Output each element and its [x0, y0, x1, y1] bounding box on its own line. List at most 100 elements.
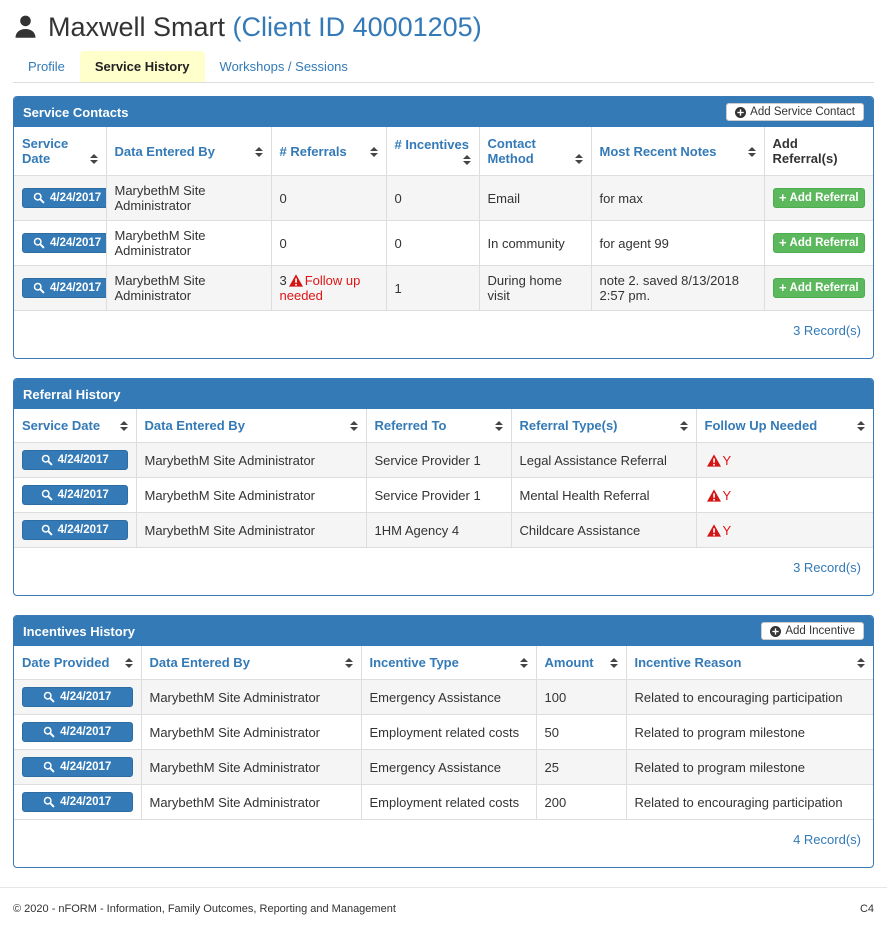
- panel-title: Service Contacts: [23, 104, 129, 120]
- date-cell: 4/24/2017: [14, 477, 137, 513]
- follow-up-cell: Y: [695, 442, 873, 478]
- version-label: C4: [859, 903, 874, 915]
- column-header-incentive-reason[interactable]: Incentive Reason: [625, 646, 873, 680]
- referrals-cell: 0: [270, 220, 387, 266]
- header-row: Service Date Data Entered By # Referrals # …: [14, 127, 873, 176]
- column-header-service-date[interactable]: Service Date: [14, 409, 137, 443]
- warning-icon: [706, 453, 721, 467]
- table-row: 4/24/2017 MarybethM Site Administrator Emp…: [14, 784, 873, 820]
- add-add-incentive-button[interactable]: Add Incentive: [761, 622, 864, 640]
- sort-icon: [857, 658, 865, 668]
- column-header-service-date[interactable]: Service Date: [14, 127, 107, 176]
- column-header-most-recent-notes[interactable]: Most Recent Notes: [590, 127, 765, 176]
- view-record-button[interactable]: 4/24/2017: [22, 278, 105, 298]
- cell-incentives: 0: [385, 175, 480, 221]
- cell-incentive-reason: Related to program milestone: [625, 714, 873, 750]
- cell-incentive-type: Employment related costs: [360, 784, 537, 820]
- tab-bar: Profile Service History Workshops / Sessio…: [13, 51, 874, 83]
- view-record-button[interactable]: 4/24/2017: [22, 520, 128, 540]
- tab-profile[interactable]: Profile: [28, 59, 65, 74]
- add-referral-button[interactable]: + Add Referral: [772, 188, 865, 208]
- search-icon: [33, 192, 45, 204]
- cell-referral-type-s: Mental Health Referral: [510, 477, 697, 513]
- sort-icon: [574, 154, 583, 164]
- plus-circle-icon: [770, 625, 782, 637]
- follow-up-flag: Y: [722, 452, 732, 468]
- tab-workshops-sessions[interactable]: Workshops / Sessions: [219, 59, 348, 74]
- warning-icon: [288, 274, 303, 287]
- column-header-amount[interactable]: Amount: [535, 646, 627, 680]
- search-icon: [43, 761, 55, 773]
- cell-data-entered-by: MarybethM Site Administrator: [135, 477, 367, 513]
- cell-data-entered-by: MarybethM Site Administrator: [140, 784, 362, 820]
- view-record-button[interactable]: 4/24/2017: [22, 722, 133, 742]
- search-icon: [43, 726, 55, 738]
- panel-title: Referral History: [23, 386, 121, 402]
- date-cell: 4/24/2017: [14, 784, 142, 820]
- sort-icon: [124, 658, 133, 668]
- view-record-button[interactable]: 4/24/2017: [22, 757, 133, 777]
- view-record-button[interactable]: 4/24/2017: [22, 450, 128, 470]
- add-referral-cell: + Add Referral: [763, 175, 873, 221]
- search-icon: [43, 796, 55, 808]
- column-header-data-entered-by[interactable]: Data Entered By: [140, 646, 362, 680]
- panel-heading: Referral History: [14, 379, 873, 409]
- follow-up-text: Follow up needed: [279, 273, 361, 303]
- column-header-data-entered-by[interactable]: Data Entered By: [135, 409, 367, 443]
- view-record-button[interactable]: 4/24/2017: [22, 188, 105, 208]
- column-header-contact-method[interactable]: Contact Method: [478, 127, 592, 176]
- cell-data-entered-by: MarybethM Site Administrator: [140, 714, 362, 750]
- column-header-referred-to[interactable]: Referred To: [365, 409, 512, 443]
- follow-up-cell: Y: [695, 477, 873, 513]
- sort-icon: [494, 421, 503, 431]
- column-header-data-entered-by[interactable]: Data Entered By: [105, 127, 272, 176]
- page-title: Maxwell Smart (Client ID 40001205): [48, 12, 482, 43]
- search-icon: [43, 691, 55, 703]
- add-referral-button[interactable]: + Add Referral: [772, 233, 865, 253]
- column-header-incentives[interactable]: # Incentives: [385, 127, 480, 176]
- warning-icon: [706, 523, 721, 537]
- cell-incentive-reason: Related to program milestone: [625, 749, 873, 785]
- sort-icon: [519, 658, 528, 668]
- search-icon: [41, 454, 53, 466]
- column-header-incentive-type[interactable]: Incentive Type: [360, 646, 537, 680]
- panel-heading: Service Contacts Add Service Contact: [14, 97, 873, 127]
- column-header-referrals[interactable]: # Referrals: [270, 127, 387, 176]
- table-row: 4/24/2017 MarybethM Site Administrator 1HM…: [14, 512, 873, 548]
- table-row: 4/24/2017 MarybethM Site Administrator Ser…: [14, 442, 873, 478]
- view-record-button[interactable]: 4/24/2017: [22, 792, 133, 812]
- sort-icon: [747, 146, 756, 157]
- date-cell: 4/24/2017: [14, 442, 137, 478]
- cell-incentive-type: Emergency Assistance: [360, 679, 537, 715]
- column-header-follow-up-needed[interactable]: Follow Up Needed: [695, 409, 873, 443]
- referral-history-table: Service Date Data Entered By Referred To Re…: [14, 409, 873, 548]
- column-header-referral-type-s[interactable]: Referral Type(s): [510, 409, 697, 443]
- tab-service-history[interactable]: Service History: [79, 51, 205, 82]
- service-contacts-table: Service Date Data Entered By # Referrals # …: [14, 127, 873, 311]
- cell-amount: 100: [535, 679, 627, 715]
- column-header-add-referral-s: Add Referral(s): [763, 127, 873, 176]
- sort-icon: [462, 155, 471, 165]
- view-record-button[interactable]: 4/24/2017: [22, 233, 105, 253]
- add-referral-button[interactable]: + Add Referral: [772, 278, 865, 298]
- cell-data-entered-by: MarybethM Site Administrator: [105, 265, 272, 311]
- client-header: Maxwell Smart (Client ID 40001205): [13, 12, 874, 43]
- cell-referred-to: Service Provider 1: [365, 442, 512, 478]
- cell-data-entered-by: MarybethM Site Administrator: [105, 220, 272, 266]
- cell-incentives: 0: [385, 220, 480, 266]
- column-header-date-provided[interactable]: Date Provided: [14, 646, 142, 680]
- record-count: 3 Record(s): [793, 560, 861, 575]
- cell-referred-to: 1HM Agency 4: [365, 512, 512, 548]
- cell-data-entered-by: MarybethM Site Administrator: [105, 175, 272, 221]
- sort-icon: [349, 421, 358, 431]
- plus-icon: +: [778, 190, 787, 205]
- follow-up-flag: Y: [722, 522, 732, 538]
- add-add-service-contact-button[interactable]: Add Service Contact: [726, 103, 864, 121]
- cell-contact-method: During home visit: [478, 265, 592, 311]
- view-record-button[interactable]: 4/24/2017: [22, 687, 133, 707]
- search-icon: [41, 524, 53, 536]
- footer: © 2020 - nFORM - Information, Family Out…: [0, 888, 887, 930]
- follow-up-cell: Y: [695, 512, 873, 548]
- cell-amount: 200: [535, 784, 627, 820]
- view-record-button[interactable]: 4/24/2017: [22, 485, 128, 505]
